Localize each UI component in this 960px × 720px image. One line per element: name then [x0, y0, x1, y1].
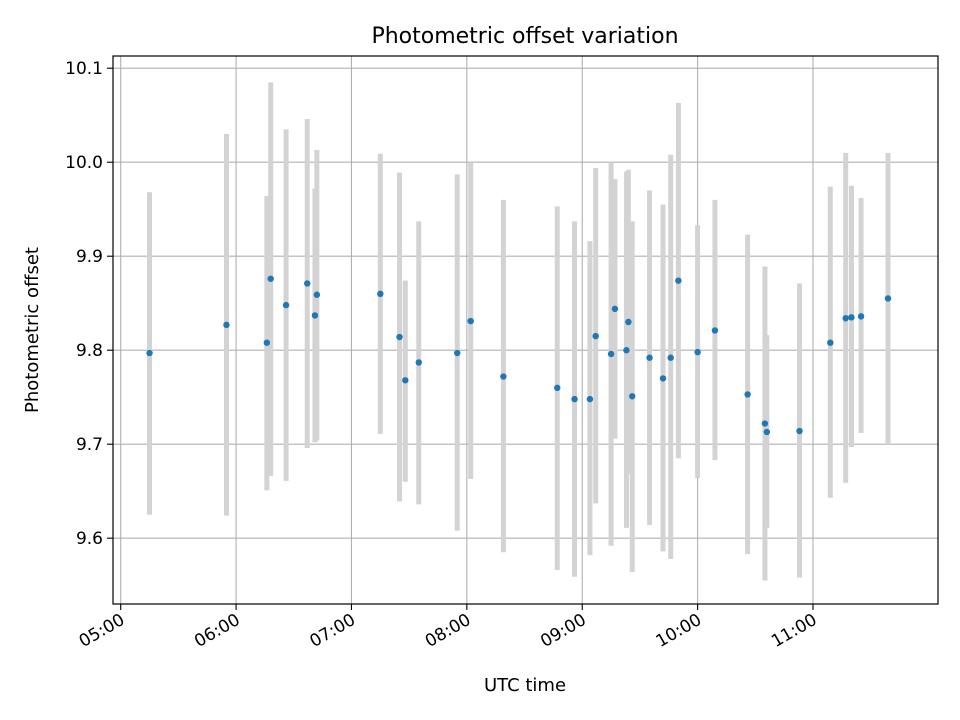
y-tick-label: 9.8: [76, 341, 103, 361]
data-point: [763, 428, 771, 436]
y-tick-label: 10.1: [65, 59, 103, 79]
data-point: [611, 305, 619, 313]
data-point: [402, 377, 409, 384]
data-point: [884, 295, 892, 302]
data-point: [744, 391, 751, 398]
plot-frame: [112, 55, 939, 605]
data-point: [223, 321, 230, 329]
data-point: [646, 354, 653, 361]
data-point: [263, 339, 271, 346]
point-layer: [146, 275, 892, 436]
data-point: [842, 315, 849, 322]
data-point: [629, 393, 636, 400]
data-point: [313, 291, 321, 298]
data-point: [857, 313, 865, 320]
data-point: [500, 373, 507, 380]
data-point: [454, 349, 461, 357]
data-point: [282, 301, 290, 309]
data-point: [796, 427, 803, 435]
data-point: [592, 332, 599, 340]
y-axis-ticks: 9.6 9.7 9.8 9.9 10.0 10.1: [65, 59, 113, 549]
data-point: [586, 395, 594, 403]
data-point: [848, 314, 855, 321]
data-point: [571, 395, 578, 403]
data-point: [467, 317, 474, 325]
data-point: [761, 420, 769, 427]
data-point: [827, 339, 834, 346]
data-point: [607, 350, 615, 358]
chart-title: Photometric offset variation: [371, 24, 678, 49]
grid-layer: [113, 56, 938, 604]
data-point: [659, 375, 667, 382]
y-tick-label: 9.6: [76, 529, 103, 549]
data-point: [667, 354, 674, 361]
data-point: [694, 348, 701, 356]
y-axis-label: Photometric offset: [22, 247, 43, 413]
x-axis-label: UTC time: [484, 675, 566, 696]
data-point: [623, 347, 630, 354]
y-tick-label: 9.7: [76, 435, 103, 455]
y-tick-label: 10.0: [65, 153, 103, 173]
data-point: [267, 275, 274, 282]
data-point: [675, 277, 682, 284]
data-point: [396, 333, 403, 341]
y-tick-label: 9.9: [76, 247, 103, 267]
data-point: [311, 312, 319, 319]
data-point: [711, 327, 719, 334]
data-point: [377, 290, 384, 298]
data-point: [304, 280, 311, 287]
data-point: [554, 384, 561, 392]
data-point: [415, 359, 422, 366]
data-point: [625, 318, 632, 326]
data-point: [146, 349, 153, 357]
